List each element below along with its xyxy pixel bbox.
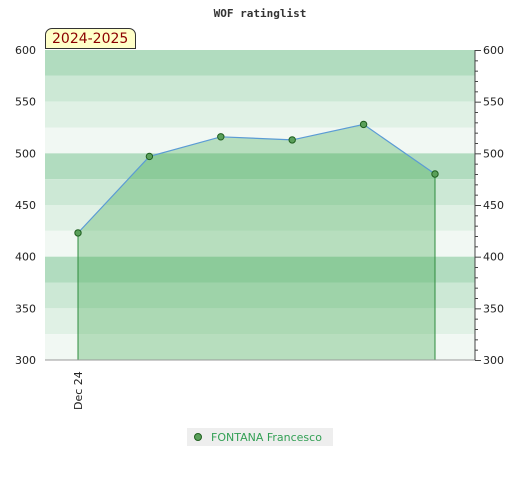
axes: 300 300 350 350 400 400 450 450 500 500 550 550 600 6… [15, 44, 504, 367]
background-band [45, 127, 475, 154]
y-tick-label-right: 550 [483, 96, 504, 109]
chart-title: WOF ratinglist [214, 7, 307, 20]
legend[interactable]: FONTANA Francesco [187, 428, 333, 446]
y-tick-label-left: 500 [15, 147, 36, 160]
data-point [431, 170, 439, 178]
data-point [217, 133, 225, 141]
background-band [45, 308, 475, 335]
y-tick-label-right: 300 [483, 354, 504, 367]
x-tick-labels: Dec 24 [72, 371, 85, 410]
y-tick-label-right: 450 [483, 199, 504, 212]
data-point [359, 120, 368, 129]
background-band [45, 50, 475, 76]
background-band [45, 153, 475, 180]
y-tick-label-right: 400 [483, 251, 504, 264]
legend-marker-icon [194, 433, 202, 441]
background-band [45, 256, 475, 283]
y-tick-label-left: 450 [15, 199, 36, 212]
background-band [45, 101, 475, 128]
y-tick-label-right: 500 [483, 147, 504, 160]
series-area-layer [77, 124, 436, 361]
y-tick-label-left: 350 [15, 302, 36, 315]
series-area [78, 124, 435, 361]
y-tick-label-left: 400 [15, 251, 36, 264]
y-tick-label-left: 600 [15, 44, 36, 57]
data-point [288, 136, 296, 144]
y-tick-label-left: 550 [15, 96, 36, 109]
background-band [45, 230, 475, 257]
x-tick-label: Dec 24 [72, 371, 85, 410]
background-band [45, 205, 475, 231]
y-tick-label-left: 300 [15, 354, 36, 367]
season-badge: 2024-2025 [45, 28, 137, 49]
y-tick-label-right: 350 [483, 302, 504, 315]
background-bands [45, 50, 475, 360]
legend-label: FONTANA Francesco [211, 430, 322, 444]
series-line-layer [77, 123, 436, 234]
data-points [74, 120, 439, 237]
y-tick-label-right: 600 [483, 44, 504, 57]
data-point [74, 229, 82, 237]
series-line [77, 123, 436, 234]
background-band [45, 75, 475, 102]
background-band [45, 282, 475, 309]
data-point [145, 152, 154, 161]
background-band [45, 334, 475, 360]
